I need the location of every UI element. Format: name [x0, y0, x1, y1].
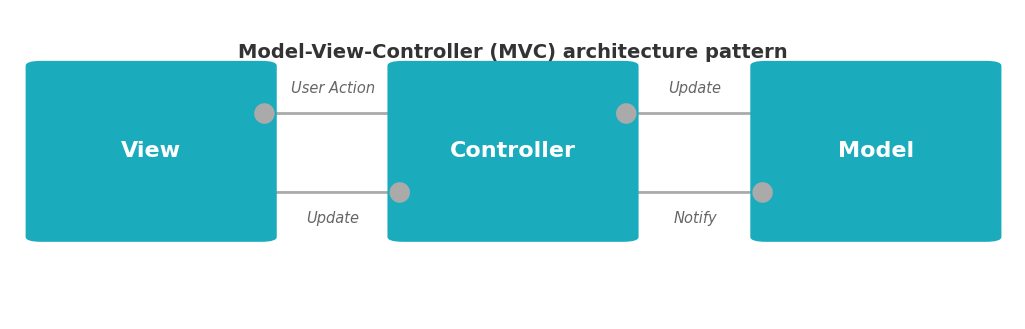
Ellipse shape	[254, 103, 275, 124]
FancyBboxPatch shape	[26, 61, 277, 242]
Text: Model-View-Controller (MVC) architecture pattern: Model-View-Controller (MVC) architecture…	[238, 43, 787, 62]
Ellipse shape	[390, 182, 410, 203]
Text: Update: Update	[306, 211, 360, 226]
FancyBboxPatch shape	[387, 61, 639, 242]
Ellipse shape	[616, 103, 637, 124]
Text: Update: Update	[668, 81, 722, 96]
FancyBboxPatch shape	[750, 61, 1001, 242]
Text: Model: Model	[837, 141, 914, 161]
Text: View: View	[121, 141, 181, 161]
Text: Notify: Notify	[673, 211, 716, 226]
Text: User Action: User Action	[291, 81, 375, 96]
Text: Controller: Controller	[450, 141, 576, 161]
Ellipse shape	[752, 182, 773, 203]
